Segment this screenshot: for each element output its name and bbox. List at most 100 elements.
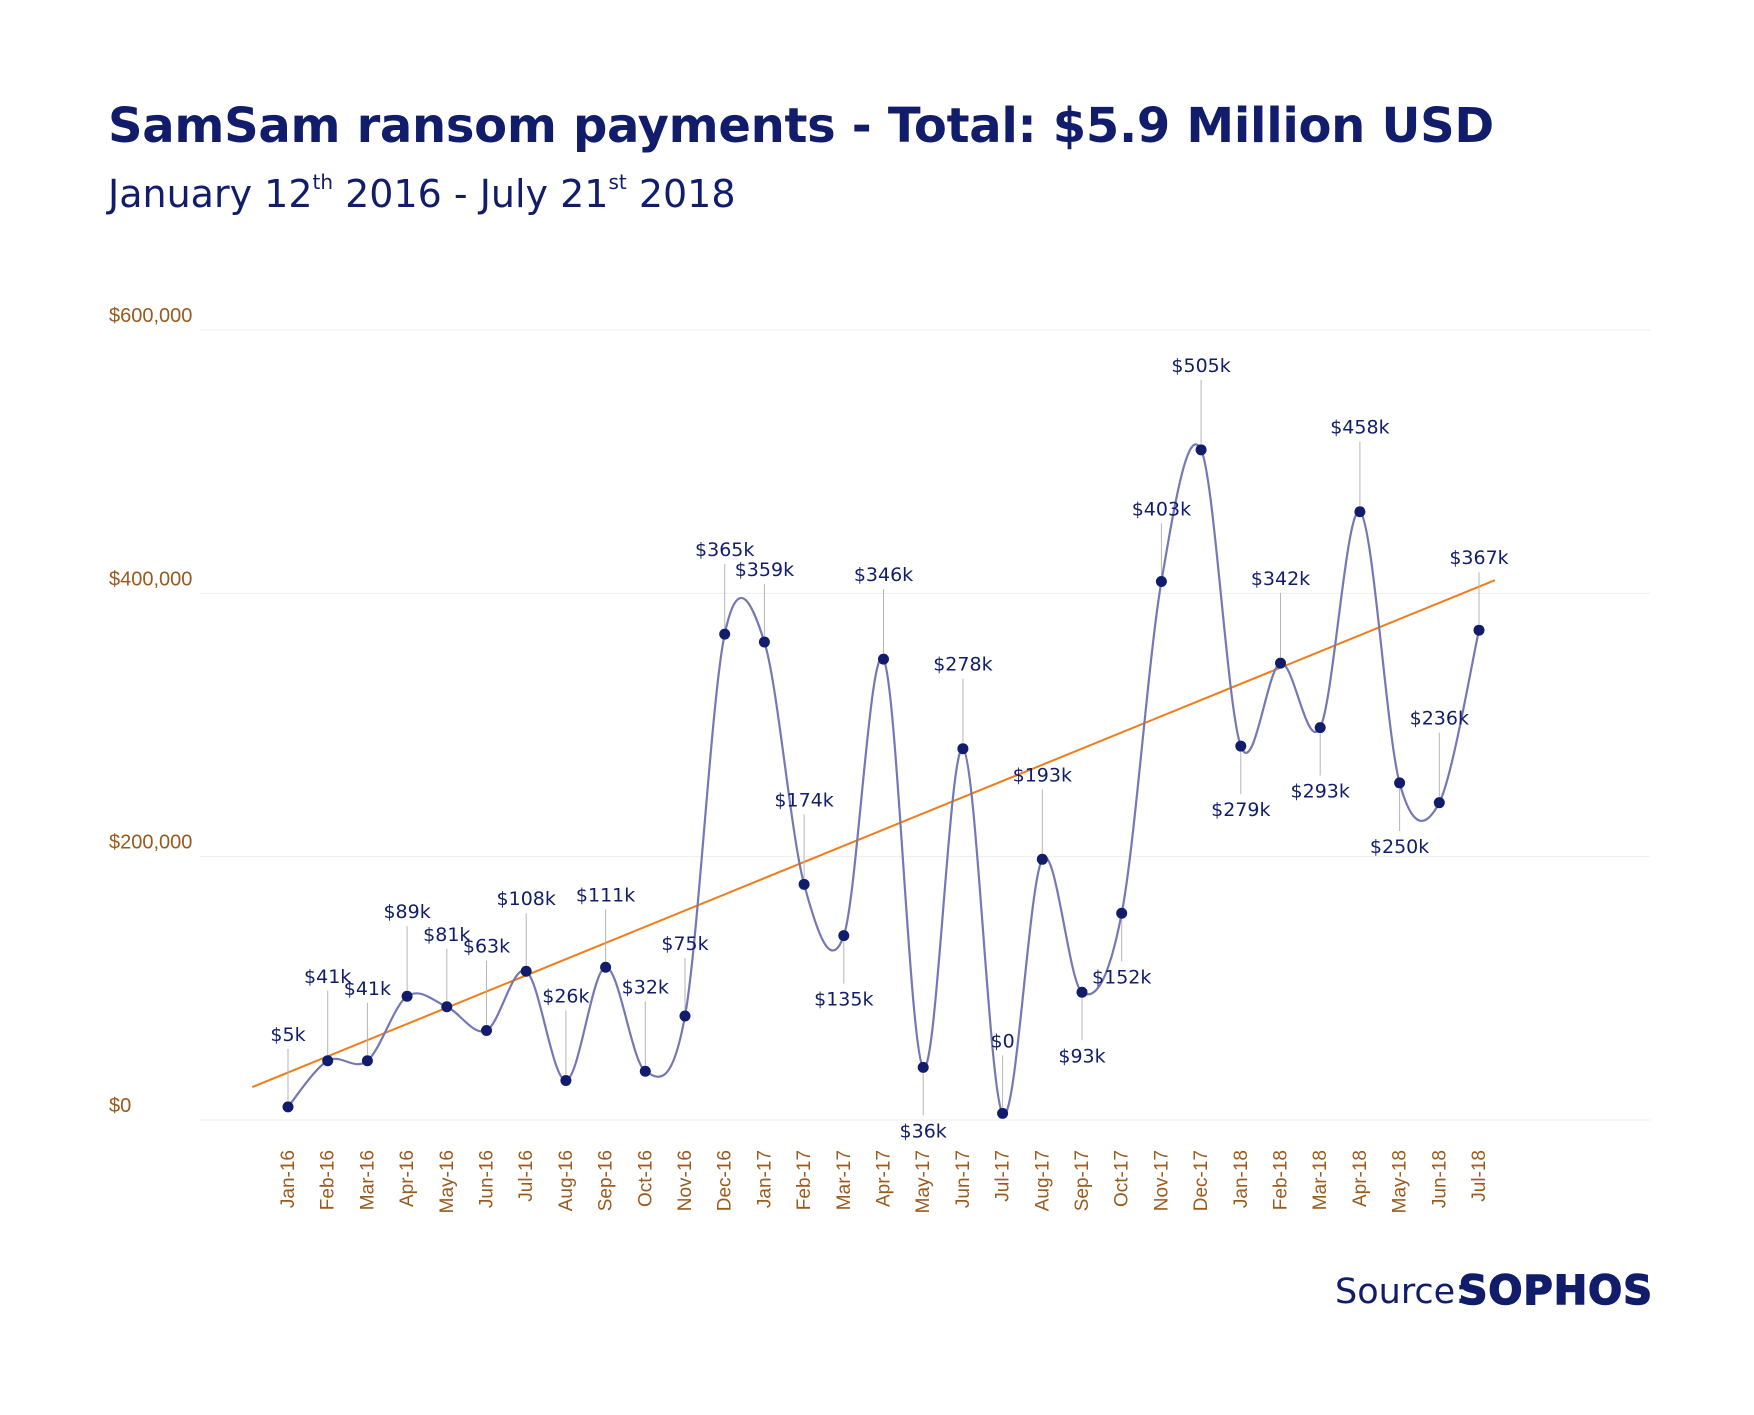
data-point <box>441 1001 453 1013</box>
data-points <box>282 444 1485 1119</box>
data-label: $236k <box>1410 708 1469 730</box>
x-tick-label: Aug-17 <box>1032 1150 1053 1211</box>
data-point <box>639 1065 651 1077</box>
data-label: $0 <box>991 1030 1015 1052</box>
trend-line <box>251 579 1496 1089</box>
x-tick-label: Mar-17 <box>834 1150 855 1210</box>
data-point <box>878 653 889 665</box>
data-point <box>361 1055 373 1067</box>
data-point <box>1076 986 1088 998</box>
source-attribution: Source: SOPHOS <box>1335 1267 1653 1322</box>
x-tick-label: Dec-17 <box>1191 1150 1212 1211</box>
data-point <box>600 961 612 973</box>
data-label: $75k <box>661 933 708 955</box>
x-tick-label: Jan-18 <box>1231 1150 1252 1208</box>
x-tick-label: Jul-18 <box>1469 1150 1490 1202</box>
y-tick-label: $400,000 <box>109 568 192 590</box>
x-tick-label: Sep-17 <box>1072 1150 1093 1211</box>
data-label: $193k <box>1013 764 1072 786</box>
data-label: $250k <box>1370 836 1429 858</box>
data-label: $458k <box>1330 417 1389 439</box>
data-label: $342k <box>1251 568 1310 590</box>
x-tick-label: Apr-18 <box>1350 1150 1371 1207</box>
x-tick-label: Sep-16 <box>596 1150 617 1211</box>
x-tick-label: May-18 <box>1390 1150 1411 1213</box>
sophos-logo: SOPHOS <box>1458 1267 1653 1315</box>
x-tick-label: Mar-18 <box>1310 1150 1331 1210</box>
x-tick-label: Jul-17 <box>993 1150 1014 1202</box>
data-point <box>679 1010 691 1022</box>
data-label: $152k <box>1092 966 1151 988</box>
trendline <box>251 579 1496 1089</box>
data-label: $359k <box>735 559 794 581</box>
y-axis-tick-labels: $0 $200,000 $400,000 $600,000 <box>109 305 192 1117</box>
data-point <box>1116 907 1128 919</box>
data-point <box>520 965 532 977</box>
x-tick-label: Apr-17 <box>874 1150 895 1207</box>
x-tick-label: Jun-16 <box>477 1150 498 1208</box>
data-label: $293k <box>1291 781 1350 803</box>
series-path <box>287 443 1481 1116</box>
data-point <box>1235 740 1247 752</box>
data-label: $279k <box>1211 799 1270 821</box>
subtitle-end-date: 2016 - July 21 <box>333 172 609 216</box>
data-label: $32k <box>622 976 669 998</box>
data-label: $5k <box>270 1024 305 1046</box>
x-tick-label: Oct-17 <box>1112 1150 1133 1207</box>
data-label: $36k <box>900 1120 947 1142</box>
subtitle-end-year: 2018 <box>626 172 736 216</box>
data-point <box>1314 722 1326 734</box>
data-label: $346k <box>854 564 913 586</box>
data-point <box>957 743 969 755</box>
data-point <box>1473 624 1485 636</box>
x-tick-label: Jul-16 <box>516 1150 537 1202</box>
x-tick-label: Jun-18 <box>1429 1150 1450 1208</box>
data-point <box>560 1075 572 1086</box>
x-tick-label: Feb-16 <box>318 1150 339 1210</box>
data-label: $367k <box>1449 547 1508 569</box>
data-label: $63k <box>463 935 510 957</box>
data-point <box>838 930 850 942</box>
grid-lines <box>200 329 1650 1121</box>
data-label: $174k <box>774 789 833 811</box>
series-line <box>287 443 1481 1116</box>
data-point <box>758 636 770 648</box>
data-label: $81k <box>423 924 470 946</box>
x-tick-label: Feb-18 <box>1271 1150 1292 1210</box>
data-point <box>1433 797 1445 809</box>
x-tick-label: Oct-16 <box>635 1150 656 1207</box>
x-tick-label: Jan-16 <box>278 1150 299 1208</box>
x-tick-label: Nov-16 <box>675 1150 696 1211</box>
x-tick-label: Aug-16 <box>556 1150 577 1211</box>
data-label: $26k <box>542 986 589 1008</box>
data-point <box>1394 777 1406 789</box>
data-point <box>719 628 731 640</box>
chart-title: SamSam ransom payments - Total: $5.9 Mil… <box>108 98 1494 154</box>
data-label: $135k <box>814 989 873 1011</box>
data-point <box>917 1061 929 1073</box>
data-label: $365k <box>695 539 754 561</box>
data-label: $108k <box>497 888 556 910</box>
x-tick-label: Jun-17 <box>953 1150 974 1208</box>
y-tick-label: $0 <box>109 1095 131 1117</box>
x-axis-tick-labels: Jan-16 Feb-16 Mar-16 Apr-16 May-16 Jun-16 Jul-… <box>278 1150 1490 1213</box>
data-point <box>997 1107 1009 1119</box>
subtitle-end-ordinal: st <box>608 170 627 194</box>
y-tick-label: $600,000 <box>109 305 192 327</box>
data-label: $89k <box>383 901 430 923</box>
data-label: $403k <box>1132 498 1191 520</box>
label-leader-lines <box>287 379 1480 1116</box>
data-point <box>282 1101 294 1113</box>
data-point <box>481 1024 492 1036</box>
data-label: $505k <box>1171 355 1230 377</box>
x-tick-label: Mar-16 <box>357 1150 378 1210</box>
data-label: $278k <box>933 654 992 676</box>
x-tick-label: Dec-16 <box>715 1150 736 1211</box>
source-label: Source: <box>1335 1272 1468 1312</box>
x-tick-label: Nov-17 <box>1151 1150 1172 1211</box>
data-point <box>1195 444 1207 456</box>
data-label: $41k <box>304 966 351 988</box>
x-tick-label: May-17 <box>913 1150 934 1213</box>
data-labels: $5k $41k$41k $89k$81k$63k $108k $26k $111k $32… <box>270 355 1508 1143</box>
x-tick-label: Jan-17 <box>754 1150 775 1208</box>
